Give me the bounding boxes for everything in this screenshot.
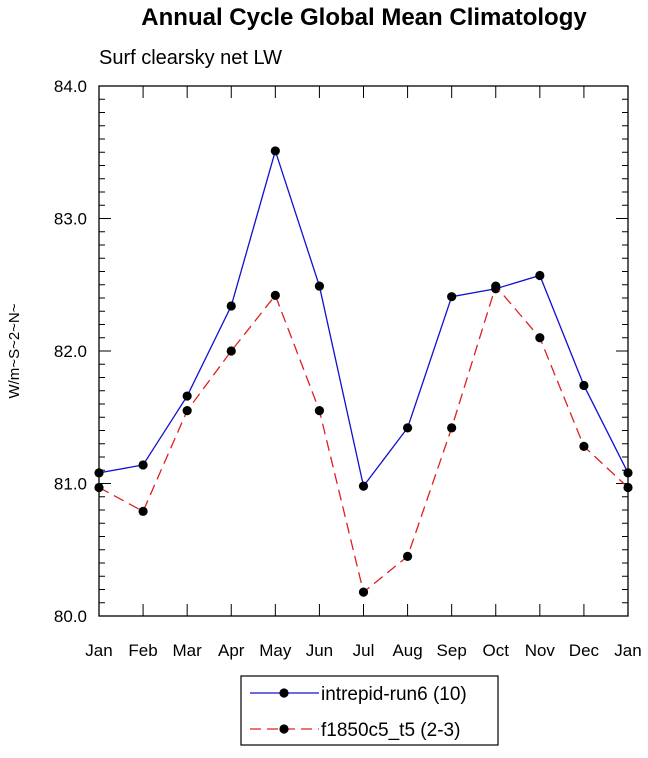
- x-tick-label: Jan: [85, 641, 112, 660]
- data-point: [579, 441, 589, 451]
- y-tick-label: 84.0: [54, 77, 87, 96]
- legend-marker: [279, 688, 289, 698]
- data-point: [270, 290, 280, 300]
- data-point: [226, 301, 236, 311]
- data-point: [535, 270, 545, 281]
- y-tick-label: 82.0: [54, 342, 87, 361]
- x-tick-label: Nov: [525, 641, 556, 660]
- series-line: [98, 284, 629, 594]
- data-point: [447, 292, 457, 302]
- data-point: [314, 406, 325, 416]
- legend-marker: [279, 724, 289, 734]
- data-point: [138, 460, 148, 470]
- y-tick-label: 80.0: [54, 607, 87, 626]
- chart-title: Annual Cycle Global Mean Climatology: [141, 4, 587, 31]
- plot-frame: [98, 85, 629, 617]
- x-tick-label: Jul: [353, 641, 375, 660]
- series-1: [94, 146, 633, 491]
- data-point: [491, 281, 501, 291]
- data-point: [182, 406, 192, 416]
- x-tick-label: May: [259, 641, 292, 660]
- series-layer: [94, 146, 633, 597]
- y-tick-label: 83.0: [54, 210, 87, 229]
- series-2: [94, 281, 633, 597]
- data-point: [623, 468, 633, 478]
- data-point: [270, 146, 280, 156]
- data-point: [94, 468, 104, 478]
- y-axis-label: W/m~S~2~N~: [6, 303, 23, 398]
- legend-label: f1850c5_t5 (2-3): [321, 720, 460, 741]
- x-tick-label: Apr: [218, 641, 245, 660]
- x-tick-label: Dec: [569, 641, 600, 660]
- x-tick-label: Feb: [128, 641, 157, 660]
- data-point: [358, 481, 369, 491]
- legend-label: intrepid-run6 (10): [321, 684, 467, 705]
- data-point: [447, 423, 457, 433]
- data-point: [226, 346, 236, 356]
- x-tick-label: Aug: [392, 641, 422, 660]
- chart-subtitle: Surf clearsky net LW: [99, 47, 282, 69]
- axes: 80.0 81.0 82.0 83.0 84.0 Jan Feb Mar Apr May Jun Ju…: [54, 77, 642, 660]
- x-tick-label: Mar: [173, 641, 203, 660]
- x-tick-label: Sep: [437, 641, 467, 660]
- x-tick-label: Jan: [614, 641, 641, 660]
- x-tick-label: Jun: [306, 641, 333, 660]
- data-point: [358, 587, 369, 597]
- legend: intrepid-run6 (10) f1850c5_t5 (2-3): [240, 675, 499, 746]
- data-point: [623, 482, 633, 493]
- data-point: [535, 333, 545, 343]
- series-line: [98, 148, 629, 488]
- data-point: [402, 551, 413, 561]
- data-point: [182, 391, 192, 401]
- data-point: [138, 506, 148, 516]
- data-point: [94, 482, 104, 493]
- x-tick-label: Oct: [483, 641, 510, 660]
- y-tick-label: 81.0: [54, 475, 87, 494]
- data-point: [579, 380, 589, 391]
- data-point: [402, 423, 413, 433]
- data-point: [314, 281, 325, 291]
